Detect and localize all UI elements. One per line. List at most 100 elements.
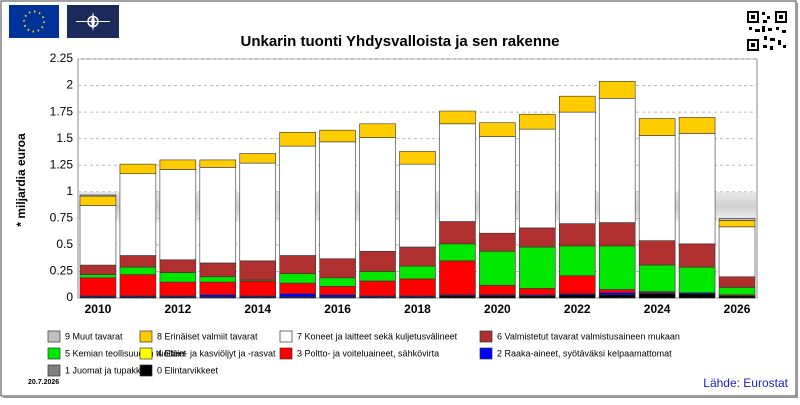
x-tick-label: 2024 <box>644 302 671 316</box>
x-tick-label: 2026 <box>724 302 751 316</box>
source: Lähde: Eurostat <box>703 376 788 390</box>
bar-segment <box>199 167 237 264</box>
bar-segment <box>638 135 676 241</box>
bar-segment <box>359 137 396 252</box>
qr-code <box>747 11 787 51</box>
bar-segment <box>199 262 237 278</box>
bar-segment <box>439 110 476 125</box>
bar-segment <box>79 277 117 297</box>
legend-swatch <box>479 330 493 343</box>
legend-swatch <box>47 330 61 343</box>
bar-segment <box>479 232 516 252</box>
bar-segment <box>598 292 636 296</box>
bar-segment <box>399 278 436 297</box>
bar-segment <box>678 266 716 293</box>
bar-segment <box>638 240 676 266</box>
y-tick-label: 2 <box>66 78 73 92</box>
bar-segment <box>439 221 476 245</box>
y-tick-label: 0.5 <box>56 237 73 251</box>
bar-segment <box>399 246 436 267</box>
bar-segment <box>678 243 716 268</box>
legend-swatch <box>47 364 61 377</box>
bar-segment <box>319 258 356 279</box>
bar-segment <box>479 136 516 234</box>
bar-segment <box>558 95 596 113</box>
bar-segment <box>159 159 197 170</box>
x-tick-label: 2014 <box>244 302 271 316</box>
bar-segment <box>519 128 556 229</box>
bar-segment <box>239 260 277 281</box>
bar-segment <box>718 276 756 288</box>
legend-label: 9 Muut tavarat <box>65 331 123 341</box>
legend-swatch <box>139 330 153 343</box>
bar-segment <box>319 129 356 143</box>
bar-segment <box>479 122 516 137</box>
bar-segment <box>479 295 516 299</box>
bar-segment <box>479 250 516 286</box>
legend-label: 3 Poltto- ja voiteluaineet, sähkövirta <box>297 348 439 358</box>
y-tick-label: 1.25 <box>50 157 74 171</box>
bar-segment <box>319 294 356 298</box>
bar-segment <box>119 274 157 297</box>
y-tick-label: 1.75 <box>50 104 74 118</box>
legend-swatch <box>139 347 153 360</box>
bar-segment <box>638 264 676 292</box>
bar-segment <box>399 163 436 248</box>
bar-segment <box>239 153 277 164</box>
legend-swatch <box>279 347 293 360</box>
bar-segment <box>79 194 117 197</box>
bar-segment <box>119 173 157 256</box>
bar-segment <box>319 277 356 287</box>
bar-segment <box>119 255 157 268</box>
date: 20.7.2026 <box>28 379 59 386</box>
bar-segment <box>79 195 117 206</box>
bar-segment <box>159 259 197 273</box>
legend-label: 7 Koneet ja laitteet sekä kuljetusväline… <box>297 331 458 341</box>
bar-segment <box>598 245 636 290</box>
x-tick-label: 2016 <box>324 302 351 316</box>
bar-segment <box>718 218 756 221</box>
x-tick-label: 2010 <box>85 302 112 316</box>
bar-segment <box>558 245 596 276</box>
y-tick-label: 1.5 <box>56 131 73 145</box>
y-tick-label: 1 <box>66 184 73 198</box>
bar-segment <box>439 295 476 299</box>
bar-segment <box>519 113 556 130</box>
bar-segment <box>79 205 117 266</box>
bar-segment <box>279 255 316 274</box>
bar-segment <box>718 295 756 299</box>
bar-segment <box>279 145 316 256</box>
y-tick-label: 2.25 <box>50 51 74 65</box>
bar-segment <box>359 123 396 138</box>
bar-segment <box>678 133 716 245</box>
bar-segment <box>598 98 636 223</box>
bar-segment <box>638 293 676 299</box>
bar-segment <box>319 286 356 296</box>
bar-segment <box>439 260 476 296</box>
y-axis-label: * miljardia euroa <box>14 133 28 227</box>
bar-segment <box>279 282 316 295</box>
bar-segment <box>279 293 316 298</box>
bar-segment <box>638 118 676 136</box>
bar-segment <box>239 162 277 262</box>
y-tick-label: 0 <box>66 290 73 304</box>
bar-segment <box>718 287 756 296</box>
y-tick-label: 0.25 <box>50 264 74 278</box>
bar-segment <box>399 265 436 280</box>
x-tick-label: 2018 <box>404 302 431 316</box>
bar-segment <box>519 295 556 299</box>
eu-flag <box>9 5 59 38</box>
legend-swatch <box>47 347 61 360</box>
bar-segment <box>279 273 316 284</box>
bar-segment <box>199 281 237 296</box>
legend-label: 6 Valmistetut tavarat valmistusaineen mu… <box>497 331 680 341</box>
bar-segment <box>439 123 476 222</box>
bar-segment <box>718 226 756 278</box>
bar-segment <box>598 222 636 247</box>
bar-segment <box>558 223 596 247</box>
legend-label: 0 Elintarvikkeet <box>157 365 219 375</box>
bar-segment <box>399 151 436 165</box>
bar-segment <box>119 266 157 275</box>
bar-segment <box>718 220 756 228</box>
